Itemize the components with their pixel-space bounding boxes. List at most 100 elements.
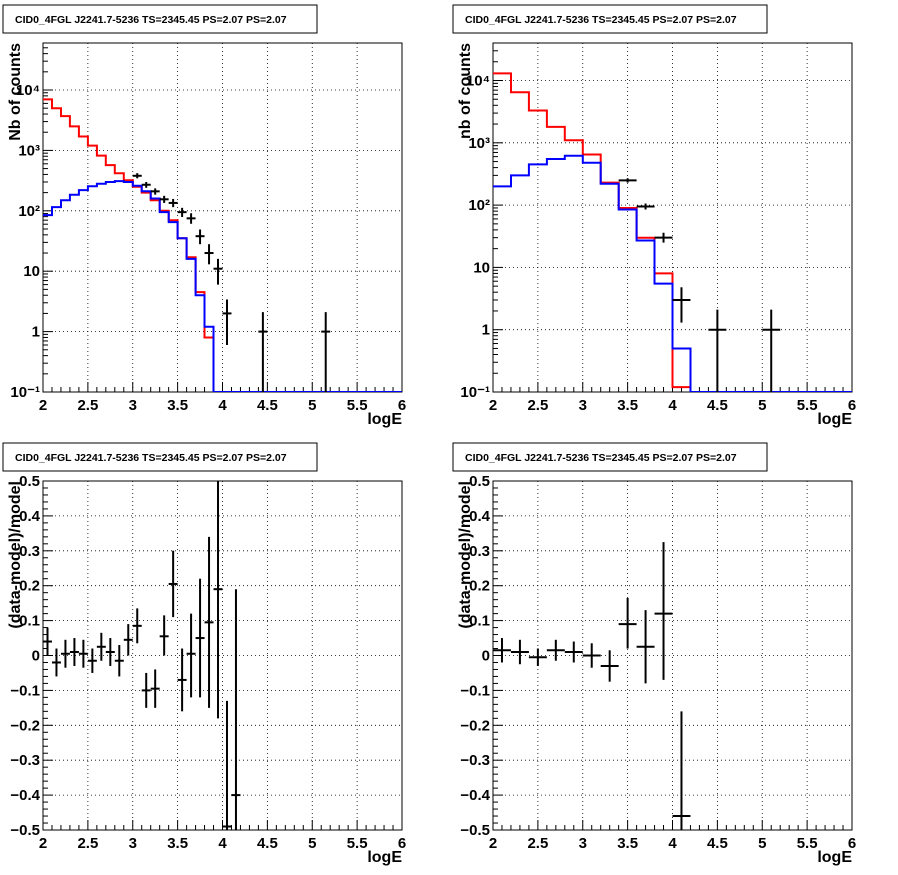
data-point (195, 229, 205, 245)
data-point (321, 312, 331, 392)
data-point (141, 181, 151, 188)
y-ticks (43, 42, 53, 393)
chart-panel-2: 2 2.5 3 3.5 4 4.5 5 5.5 6 10⁻¹ 1 10 10² 10³ 10⁴ logE nb … (452, 4, 856, 428)
data-point (636, 203, 655, 210)
x-tick-label: 4 (668, 397, 677, 414)
data-point (114, 645, 124, 677)
data-point (654, 542, 673, 680)
x-tick-label: 2.5 (77, 835, 98, 852)
x-ticks (42, 820, 403, 830)
data-point (60, 639, 70, 668)
data-point (132, 173, 142, 179)
data-point (546, 639, 565, 661)
data-point (204, 536, 214, 708)
chart-panel-1: 2 2.5 3 3.5 4 4.5 5 5.5 6 10⁻¹ 1 10 10² 10³ 10⁴ logE Nb … (2, 4, 406, 428)
y-tick-label: 0.2 (469, 578, 490, 595)
y-tick-label: −0.5 (460, 822, 490, 839)
y-axis-title: (data-model)/model (7, 481, 24, 629)
data-point (654, 232, 673, 243)
data-point (141, 672, 151, 708)
data-point (78, 639, 88, 668)
data-point (150, 188, 160, 195)
chart-title: CID0_4FGL J2241.7-5236 TS=2345.45 PS=2.0… (15, 452, 287, 464)
x-tick-label: 6 (848, 397, 856, 414)
y-ticks (43, 480, 53, 831)
data-layer (43, 481, 241, 830)
x-tick-label: 2 (489, 835, 497, 852)
y-tick-label: 0.4 (19, 508, 41, 525)
x-tick-label: 5 (758, 397, 766, 414)
y-tick-label: 10³ (18, 142, 40, 159)
y-tick-label: −0.1 (10, 682, 40, 699)
data-point (672, 711, 691, 830)
x-tick-label: 2.5 (77, 397, 98, 414)
x-tick-label: 6 (398, 835, 406, 852)
x-tick-label: 6 (398, 397, 406, 414)
y-tick-label: −0.4 (460, 787, 490, 804)
y-ticks (493, 480, 503, 831)
y-axis-title: nb of counts (457, 43, 474, 139)
data-point (708, 309, 727, 392)
data-point (186, 213, 196, 224)
data-point (582, 643, 601, 668)
data-layer (493, 72, 852, 392)
title-box (452, 442, 768, 472)
y-tick-label: −0.3 (10, 752, 40, 769)
data-layer (43, 98, 402, 392)
data-point (168, 550, 178, 618)
y-tick-label: 0.1 (469, 613, 490, 630)
data-point (159, 615, 169, 656)
x-tick-label: 3.5 (617, 397, 638, 414)
y-tick-label: −0.5 (10, 822, 40, 839)
x-tick-label: 3 (129, 835, 137, 852)
x-tick-label: 5.5 (347, 835, 368, 852)
chart-title: CID0_4FGL J2241.7-5236 TS=2345.45 PS=2.0… (465, 452, 737, 464)
title-box (2, 442, 318, 472)
y-tick-label: 10⁻¹ (460, 384, 490, 401)
x-tick-label: 4.5 (707, 397, 728, 414)
x-tick-label: 5.5 (797, 835, 818, 852)
y-axis-title: Nb of counts (7, 43, 24, 141)
x-tick-label: 4.5 (257, 835, 278, 852)
chart-title: CID0_4FGL J2241.7-5236 TS=2345.45 PS=2.0… (15, 14, 287, 26)
data-point (96, 632, 106, 661)
x-tick-label: 5 (758, 835, 766, 852)
y-tick-label: 10⁴ (16, 82, 40, 99)
x-axis-title: logE (367, 849, 402, 866)
y-tick-label: 10² (468, 197, 490, 214)
x-tick-label: 2 (489, 397, 497, 414)
x-tick-label: 3 (129, 397, 137, 414)
y-tick-label: 0.1 (19, 613, 40, 630)
y-tick-label: 1 (32, 324, 40, 341)
data-point (123, 624, 133, 656)
series-blue-histogram (493, 154, 852, 392)
chart-panel-4: 2 2.5 3 3.5 4 4.5 5 5.5 6 −0.5 −0.4 −0.3 −0.2 −0.1 0 0.… (452, 442, 856, 866)
y-tick-label: 0.3 (19, 543, 40, 560)
data-point (222, 299, 232, 345)
data-point (132, 608, 142, 644)
y-axis-title: (data-model)/model (457, 481, 474, 629)
data-point (159, 195, 169, 203)
y-tick-label: 10 (23, 263, 40, 280)
data-point (213, 481, 223, 719)
data-point (762, 309, 781, 392)
data-point (231, 589, 241, 830)
data-point (618, 597, 637, 649)
chart-title: CID0_4FGL J2241.7-5236 TS=2345.45 PS=2.0… (465, 14, 737, 26)
y-tick-label: 0 (32, 648, 40, 665)
x-tick-label: 4 (218, 835, 227, 852)
data-point (195, 578, 205, 698)
x-tick-label: 2.5 (527, 835, 548, 852)
data-point (69, 638, 79, 666)
data-point (213, 258, 223, 285)
data-point (493, 638, 511, 663)
y-tick-label: 0.5 (19, 473, 40, 490)
x-axis-title: logE (817, 411, 852, 428)
title-box (2, 4, 318, 34)
y-tick-label: 0.4 (469, 508, 491, 525)
data-point (177, 207, 187, 217)
y-tick-label: −0.2 (10, 717, 40, 734)
data-point (150, 669, 160, 708)
y-tick-label: 0 (482, 648, 490, 665)
